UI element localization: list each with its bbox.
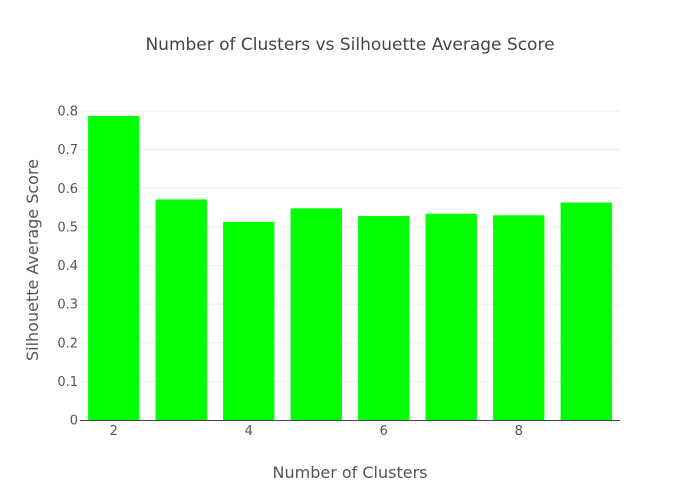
x-tick-label: 8 [515,424,523,439]
chart-title: Number of Clusters vs Silhouette Average… [145,35,554,55]
y-tick-label: 0.6 [57,182,78,197]
bar[interactable] [155,199,207,420]
y-tick-label: 0 [70,414,78,429]
bar[interactable] [425,213,477,420]
x-tick-label: 2 [110,424,118,439]
y-tick-label: 0.4 [57,259,78,274]
y-axis-ticks: 0 0.1 0.2 0.3 0.4 0.5 0.6 0.7 0.8 [57,105,78,429]
bar[interactable] [493,215,545,420]
bar[interactable] [358,216,410,420]
bar[interactable] [223,221,275,420]
x-tick-label: 6 [380,424,388,439]
y-axis-title: Silhouette Average Score [23,159,42,361]
y-tick-label: 0.8 [57,105,78,120]
y-tick-label: 0.7 [57,143,78,158]
y-tick-label: 0.3 [57,298,78,313]
bar[interactable] [560,202,612,420]
bar[interactable] [88,116,140,421]
y-tick-label: 0.1 [57,375,78,390]
bar[interactable] [290,208,342,420]
x-axis-ticks: 2 4 6 8 [110,424,523,439]
y-tick-label: 0.5 [57,220,78,235]
bars [88,116,612,421]
x-axis-title: Number of Clusters [273,463,428,482]
x-tick-label: 4 [245,424,253,439]
y-tick-label: 0.2 [57,336,78,351]
